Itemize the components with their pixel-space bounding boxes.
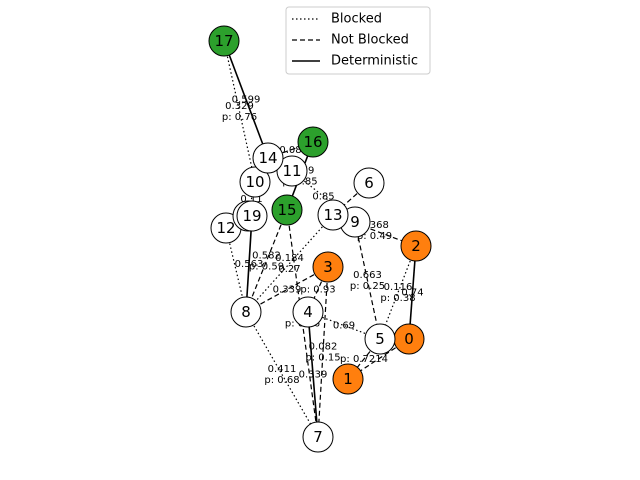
node-label-16: 16 [303,133,322,151]
node-label-12: 12 [216,219,235,237]
edge-label-4-7: 0.339 [299,369,328,380]
node-label-9: 9 [350,213,360,231]
node-circle-13 [317,199,349,231]
edge-label-13-2: 0.368 p: 0.49 [357,220,392,242]
node-circle-19 [236,200,268,232]
node-circle-2 [400,230,432,262]
edge-3-7 [317,266,329,438]
edge-9-5 [354,221,381,340]
node-circle-16 [297,126,329,158]
legend-deterministic-label: Deterministic [331,54,418,69]
node-circle-5 [364,323,396,355]
legend: Blocked Not Blocked Deterministic [285,6,431,75]
edge-label-14-16: 0.08 [279,145,301,156]
legend-box [285,6,431,75]
node-10: 10 [239,166,271,198]
node-circle-14 [252,142,284,174]
edge-label-19-8: 0.563 [235,259,264,270]
node-circle-1 [332,363,364,395]
edge-label-8-7: 0.411 p: 0.68 [264,364,299,386]
node-label-1: 1 [343,370,353,388]
edge-label-10-18: 0.11 [240,194,262,205]
edge-label-2-0: 0.74 [401,287,423,298]
edge-11-9 [291,170,356,223]
edge-13-8 [245,214,334,313]
node-label-19: 19 [242,207,261,225]
node-circle-6 [353,167,385,199]
edge-8-7 [245,311,319,438]
node-19: 19 [236,200,268,232]
node-circle-7 [302,421,334,453]
edge-label-17-10: 0.329 p: 0.76 [222,101,257,123]
node-4: 4 [292,296,324,328]
node-6: 6 [353,167,385,199]
node-circle-15 [271,194,303,226]
node-17: 17 [208,25,240,57]
legend-notblocked-label: Not Blocked [331,33,409,48]
node-label-10: 10 [245,173,264,191]
node-circle-4 [292,296,324,328]
node-5: 5 [364,323,396,355]
node-label-17: 17 [214,32,233,50]
node-1: 1 [332,363,364,395]
node-label-8: 8 [241,303,251,321]
legend-blocked-label: Blocked [331,12,382,27]
edge-2-5 [379,245,417,340]
edge-4-7 [307,311,319,438]
edge-label-5-4: 0.69 [333,320,355,331]
node-label-2: 2 [411,237,421,255]
edge-2-0 [408,245,417,340]
node-7: 7 [302,421,334,453]
node-label-5: 5 [375,330,385,348]
nodes-layer: 012345678910111213141516171819 [208,25,432,453]
edge-label-3-8: 0.339 [273,284,302,295]
node-label-4: 4 [303,303,313,321]
node-label-3: 3 [323,258,333,276]
node-label-11: 11 [282,162,301,180]
node-label-15: 15 [277,201,296,219]
node-circle-3 [312,251,344,283]
edge-label-15-8: 0.582 p: 0.59 [249,250,284,272]
node-14: 14 [252,142,284,174]
node-8: 8 [230,296,262,328]
edge-label-17-14: 0.599 [232,94,261,105]
edge-label-13-8: 0.184 0.27 [275,253,304,275]
node-label-7: 7 [313,428,323,446]
edge-17-14 [223,40,269,159]
edge-label-5-1: p: 0.7214 [340,354,388,365]
node-circle-8 [230,296,262,328]
edge-label-11-9: 0.85 [312,191,334,202]
node-label-14: 14 [258,149,277,167]
node-circle-10 [239,166,271,198]
edge-17-10 [223,40,256,183]
node-2: 2 [400,230,432,262]
edge-15-8 [245,209,288,313]
node-11: 11 [276,155,308,187]
node-3: 3 [312,251,344,283]
node-circle-17 [208,25,240,57]
node-label-0: 0 [404,330,414,348]
edge-label-9-5: 0.663 p: 0.25 [350,270,385,292]
edge-19-8 [245,215,253,313]
node-label-6: 6 [364,174,374,192]
edge-label-3-4: p: 0.93 [300,284,335,295]
node-label-13: 13 [323,206,342,224]
node-16: 16 [297,126,329,158]
node-0: 0 [393,323,425,355]
node-13: 13 [317,199,349,231]
edge-label-3-7: 0.082 p: 0.15 [305,341,340,363]
node-15: 15 [271,194,303,226]
edge-label-2-5: 0.116 p: 0.38 [380,282,415,304]
node-circle-11 [276,155,308,187]
